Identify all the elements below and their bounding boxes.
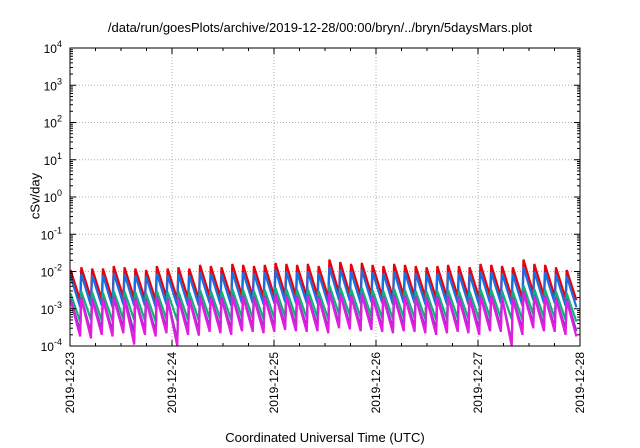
- y-tick-base: 10: [41, 340, 55, 354]
- y-tick-exponent: 4: [57, 39, 62, 49]
- y-tick-label: 104: [44, 39, 62, 56]
- y-tick-base: 10: [44, 42, 58, 56]
- y-tick-label: 101: [44, 151, 62, 168]
- x-tick-label: 2019-12-23: [63, 352, 77, 414]
- y-tick-label: 10-2: [41, 263, 62, 280]
- y-tick-exponent: -4: [54, 337, 62, 347]
- y-tick-label: 10-3: [41, 300, 62, 317]
- x-tick-label: 2019-12-28: [573, 352, 587, 414]
- y-tick-exponent: -1: [54, 225, 62, 235]
- y-tick-exponent: 1: [57, 151, 62, 161]
- x-tick-label: 2019-12-26: [369, 352, 383, 414]
- series-line-5: [69, 291, 578, 347]
- y-tick-label: 102: [44, 114, 62, 131]
- x-tick-label: 2019-12-27: [471, 352, 485, 414]
- x-tick-label: 2019-12-25: [267, 352, 281, 414]
- y-tick-label: 10-1: [41, 225, 62, 242]
- x-tick-label: 2019-12-24: [165, 352, 179, 414]
- y-tick-exponent: 0: [57, 188, 62, 198]
- chart-title: /data/run/goesPlots/archive/2019-12-28/0…: [107, 20, 533, 35]
- y-tick-base: 10: [44, 154, 58, 168]
- y-tick-base: 10: [41, 266, 55, 280]
- y-tick-base: 10: [41, 228, 55, 242]
- y-tick-base: 10: [44, 191, 58, 205]
- x-axis-label: Coordinated Universal Time (UTC): [225, 430, 425, 445]
- y-tick-base: 10: [41, 303, 55, 317]
- y-tick-label: 103: [44, 76, 62, 93]
- y-tick-exponent: -2: [54, 263, 62, 273]
- y-tick-label: 100: [44, 188, 62, 205]
- series-line-2: [69, 266, 578, 308]
- y-tick-exponent: -3: [54, 300, 62, 310]
- y-tick-base: 10: [44, 117, 58, 131]
- y-tick-label: 10-4: [41, 337, 62, 354]
- y-tick-exponent: 2: [57, 114, 62, 124]
- y-tick-base: 10: [44, 79, 58, 93]
- y-tick-exponent: 3: [57, 76, 62, 86]
